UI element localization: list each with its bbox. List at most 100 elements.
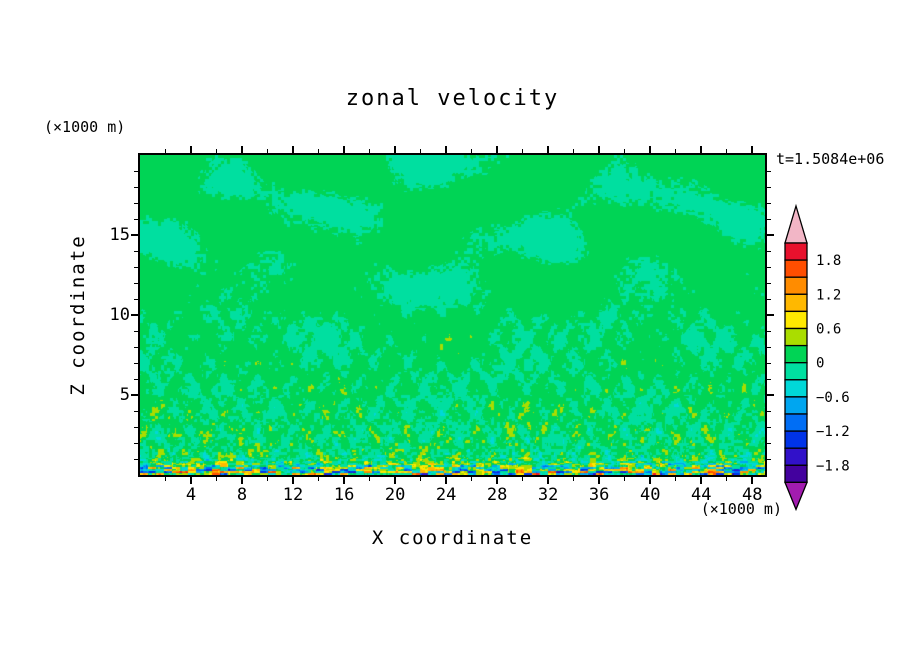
colorbar-band bbox=[784, 259, 808, 278]
z-minor-tick bbox=[767, 282, 771, 284]
colorbar: 1.8 1.2 0.6 0 −0.6 −1.2 −1.8 bbox=[784, 203, 850, 512]
x-major-tick bbox=[751, 477, 754, 484]
z-minor-tick bbox=[134, 186, 138, 188]
x-major-tick bbox=[496, 146, 499, 153]
x-minor-tick bbox=[165, 149, 166, 153]
x-minor-tick bbox=[471, 477, 473, 481]
x-minor-tick bbox=[573, 149, 575, 153]
z-tick-label: 10 bbox=[109, 305, 130, 325]
z-minor-tick bbox=[134, 378, 138, 380]
colorbar-band bbox=[784, 327, 808, 347]
z-minor-tick bbox=[134, 410, 138, 412]
z-minor-tick bbox=[767, 202, 771, 204]
z-tick-label: 5 bbox=[119, 385, 130, 405]
x-major-tick bbox=[292, 146, 295, 153]
x-minor-tick bbox=[624, 149, 626, 153]
z-tick-label: 15 bbox=[109, 225, 130, 245]
x-minor-tick bbox=[726, 477, 728, 481]
colorbar-label: 1.8 bbox=[816, 253, 841, 269]
x-minor-tick bbox=[471, 149, 473, 153]
z-minor-tick bbox=[134, 330, 138, 332]
z-minor-tick bbox=[767, 170, 771, 172]
z-major-tick bbox=[131, 234, 138, 236]
x-major-tick bbox=[547, 146, 550, 153]
colorbar-band bbox=[784, 464, 808, 484]
x-major-tick bbox=[241, 146, 244, 153]
colorbar-band bbox=[784, 379, 808, 398]
x-tick-label: 28 bbox=[486, 485, 508, 505]
x-minor-tick bbox=[318, 477, 320, 481]
x-major-tick bbox=[292, 477, 295, 484]
time-label: t=1.5084e+06 bbox=[776, 150, 885, 168]
plot-area bbox=[138, 153, 767, 477]
z-major-tick bbox=[767, 394, 774, 396]
x-minor-tick bbox=[573, 477, 575, 481]
x-major-tick bbox=[700, 477, 703, 484]
colorbar-under-arrow bbox=[784, 481, 808, 512]
x-major-tick bbox=[649, 477, 652, 484]
x-tick-label: 36 bbox=[588, 485, 610, 505]
x-tick-label: 8 bbox=[236, 485, 248, 505]
z-axis-title: Z coordinate bbox=[67, 234, 89, 396]
x-tick-label: 4 bbox=[185, 485, 197, 505]
x-minor-tick bbox=[675, 477, 677, 481]
colorbar-label: −1.8 bbox=[816, 458, 850, 474]
colorbar-band bbox=[784, 276, 808, 295]
x-major-tick bbox=[445, 477, 448, 484]
z-minor-tick bbox=[134, 346, 138, 348]
x-tick-label: 48 bbox=[741, 485, 763, 505]
colorbar-band bbox=[784, 396, 808, 415]
z-axis-units: (×1000 m) bbox=[44, 118, 126, 136]
x-major-tick bbox=[190, 146, 193, 153]
colorbar-label: 0.6 bbox=[816, 322, 841, 338]
x-minor-tick bbox=[267, 477, 269, 481]
x-tick-label: 32 bbox=[537, 485, 559, 505]
x-tick-label: 24 bbox=[435, 485, 457, 505]
x-major-tick bbox=[496, 477, 499, 484]
chart-title: zonal velocity bbox=[345, 86, 560, 111]
x-axis-units: (×1000 m) bbox=[700, 500, 782, 518]
colorbar-label: 1.2 bbox=[816, 287, 841, 303]
x-minor-tick bbox=[267, 149, 269, 153]
z-minor-tick bbox=[767, 426, 771, 428]
x-major-tick bbox=[598, 477, 601, 484]
x-minor-tick bbox=[420, 477, 422, 481]
x-minor-tick bbox=[318, 149, 320, 153]
x-minor-tick bbox=[369, 477, 371, 481]
colorbar-label: −0.6 bbox=[816, 390, 850, 406]
z-minor-tick bbox=[767, 362, 771, 364]
x-major-tick bbox=[394, 146, 397, 153]
heatmap-canvas bbox=[140, 155, 765, 475]
x-axis-title: X coordinate bbox=[371, 527, 534, 549]
x-minor-tick bbox=[624, 477, 626, 481]
x-minor-tick bbox=[522, 477, 524, 481]
colorbar-label: 0 bbox=[816, 356, 824, 372]
z-minor-tick bbox=[767, 330, 771, 332]
z-minor-tick bbox=[767, 250, 771, 252]
z-major-tick bbox=[131, 314, 138, 316]
z-minor-tick bbox=[767, 442, 771, 444]
x-tick-label: 16 bbox=[333, 485, 355, 505]
z-minor-tick bbox=[134, 170, 138, 172]
z-minor-tick bbox=[134, 250, 138, 252]
z-minor-tick bbox=[134, 282, 138, 284]
colorbar-band bbox=[784, 310, 808, 330]
colorbar-band bbox=[784, 344, 808, 364]
z-minor-tick bbox=[134, 298, 138, 300]
colorbar-band bbox=[784, 362, 808, 381]
z-minor-tick bbox=[134, 202, 138, 204]
colorbar-band bbox=[784, 430, 808, 449]
x-major-tick bbox=[445, 146, 448, 153]
z-minor-tick bbox=[134, 266, 138, 268]
z-minor-tick bbox=[767, 298, 771, 300]
z-minor-tick bbox=[767, 458, 771, 460]
x-major-tick bbox=[547, 477, 550, 484]
z-minor-tick bbox=[134, 218, 138, 220]
z-minor-tick bbox=[134, 458, 138, 460]
x-major-tick bbox=[649, 146, 652, 153]
x-major-tick bbox=[700, 146, 703, 153]
x-tick-label: 12 bbox=[282, 485, 304, 505]
x-major-tick bbox=[751, 146, 754, 153]
x-minor-tick bbox=[216, 477, 218, 481]
